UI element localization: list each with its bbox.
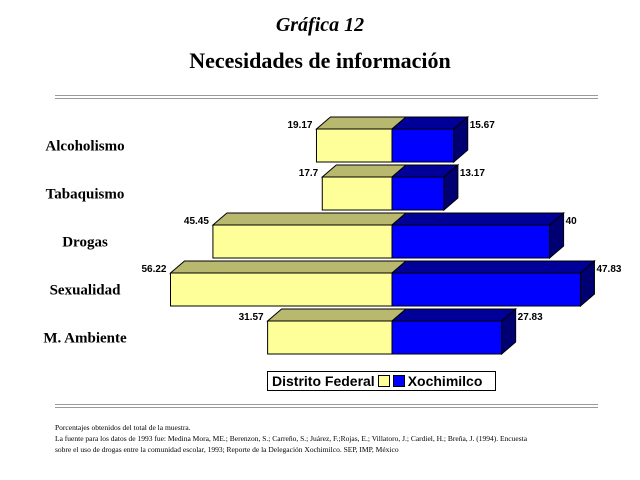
- legend-label-xochimilco: Xochimilco: [407, 373, 483, 389]
- bar-distrito-federal-tabaquismo: [321, 176, 393, 211]
- bar-distrito-federal-sexualidad: [169, 272, 393, 307]
- footnote-line: La fuente para los datos de 1993 fue: Me…: [55, 434, 528, 443]
- bar-top-distrito-federal-alcoholismo: [315, 116, 408, 130]
- bar-top-xochimilco-m-ambiente: [390, 308, 518, 322]
- bar-top-distrito-federal-drogas: [211, 212, 408, 226]
- data-label-distrito-federal-drogas: 45.45: [184, 216, 209, 227]
- data-label-distrito-federal-tabaquismo: 17.7: [299, 168, 319, 179]
- category-label-sexualidad: Sexualidad: [50, 283, 122, 299]
- legend-swatch-xochimilco: [392, 375, 405, 387]
- bar-top-distrito-federal-sexualidad: [169, 260, 408, 274]
- chart-supertitle: Gráfica 12: [275, 14, 365, 36]
- footnote-line: sobre el uso de drogas entre la comunida…: [55, 445, 399, 454]
- bar-top-xochimilco-drogas: [390, 212, 565, 226]
- bar-top-distrito-federal-m-ambiente: [266, 308, 408, 322]
- category-label-m-ambiente: M. Ambiente: [43, 331, 127, 347]
- bar-xochimilco-tabaquismo: [391, 176, 445, 211]
- bar-distrito-federal-alcoholismo: [315, 128, 393, 163]
- category-label-tabaquismo: Tabaquismo: [46, 187, 125, 203]
- bar-distrito-federal-m-ambiente: [267, 320, 393, 355]
- bar-xochimilco-alcoholismo: [391, 128, 455, 163]
- data-label-distrito-federal-alcoholismo: 19.17: [287, 120, 312, 131]
- legend-swatch-distrito-federal: [377, 375, 390, 387]
- bar-xochimilco-m-ambiente: [391, 320, 503, 355]
- legend-label-distrito-federal: Distrito Federal: [272, 373, 375, 389]
- data-label-distrito-federal-m-ambiente: 31.57: [239, 312, 264, 323]
- footnote-line: Porcentajes obtenidos del total de la mu…: [55, 423, 191, 432]
- bottom-divider: [55, 404, 598, 405]
- data-label-xochimilco-sexualidad: 47.83: [596, 264, 621, 275]
- bar-xochimilco-sexualidad: [391, 272, 581, 307]
- bar-distrito-federal-drogas: [212, 224, 393, 259]
- data-label-xochimilco-m-ambiente: 27.83: [518, 312, 543, 323]
- chart-title: Necesidades de información: [189, 48, 451, 73]
- category-label-alcoholismo: Alcoholismo: [45, 139, 124, 155]
- bar-xochimilco-drogas: [391, 224, 551, 259]
- chart-legend: Distrito Federal Xochimilco: [267, 371, 496, 391]
- top-divider: [55, 95, 598, 96]
- bar-top-xochimilco-sexualidad: [390, 260, 596, 274]
- bottom-divider-secondary: [55, 407, 598, 408]
- data-label-xochimilco-tabaquismo: 13.17: [460, 168, 485, 179]
- data-label-distrito-federal-sexualidad: 56.22: [141, 264, 166, 275]
- data-label-xochimilco-alcoholismo: 15.67: [470, 120, 495, 131]
- category-label-drogas: Drogas: [62, 235, 108, 251]
- footnote-block: Porcentajes obtenidos del total de la mu…: [55, 422, 615, 455]
- top-divider-secondary: [55, 98, 598, 99]
- data-label-xochimilco-drogas: 40: [566, 216, 578, 227]
